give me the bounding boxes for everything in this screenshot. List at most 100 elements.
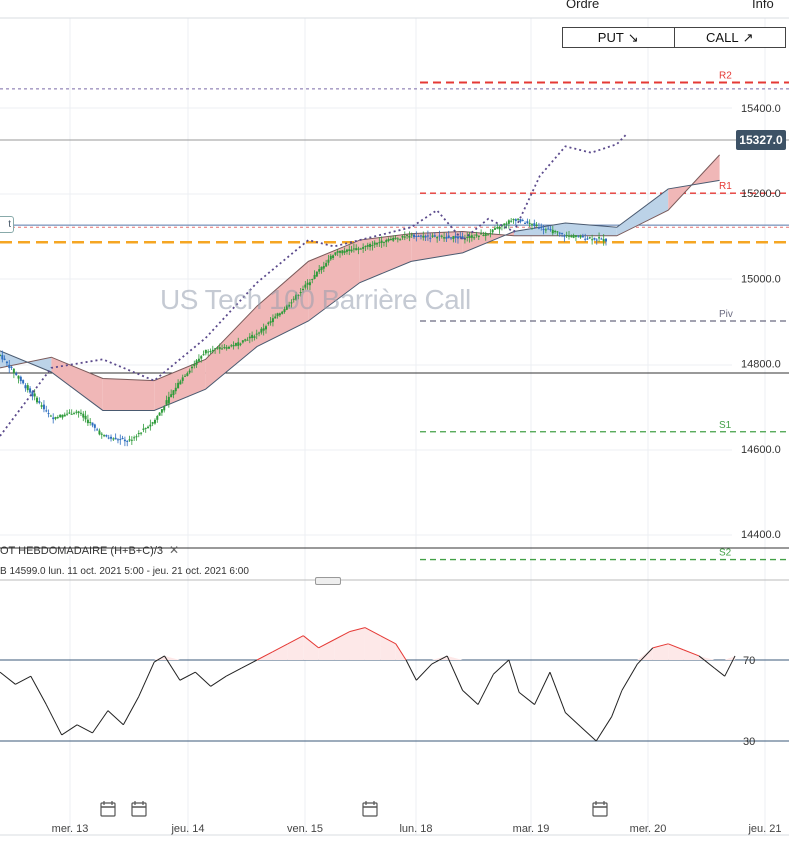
candle-body [248, 336, 251, 339]
rsi-overbought-fill [431, 655, 448, 660]
candle-body [496, 227, 499, 229]
candle-body [537, 227, 540, 229]
close-icon[interactable]: ✕ [169, 543, 180, 557]
cloud-segment [616, 188, 669, 236]
candle-body [345, 249, 348, 252]
left-edge-tab[interactable]: t [0, 216, 14, 233]
candle-body [350, 249, 353, 252]
calendar-icon[interactable] [100, 801, 116, 817]
price-tick-label: 14400.0 [741, 529, 781, 541]
candle-body [223, 347, 226, 349]
candle-body [59, 414, 62, 418]
candle-body [413, 234, 416, 238]
rsi-segment [107, 710, 124, 726]
candle-body [54, 417, 57, 419]
rsi-segment [446, 655, 464, 691]
candle-body [540, 226, 543, 229]
time-tick-label: lun. 18 [399, 823, 432, 835]
candle-body [82, 413, 85, 418]
candle-body [385, 240, 388, 243]
rsi-segment [194, 671, 212, 687]
candle-body [577, 235, 580, 237]
call-label: CALL [706, 30, 739, 45]
candle-body [376, 243, 379, 245]
rsi-segment [668, 643, 684, 651]
menu-order[interactable]: Ordre [566, 0, 600, 11]
cloud-segment [102, 378, 155, 411]
candle-body [302, 288, 305, 290]
candle-body [77, 411, 80, 414]
candle-body [133, 437, 136, 439]
candle-body [100, 433, 103, 435]
candle-body [456, 236, 459, 239]
rsi-segment [395, 643, 407, 661]
candle-body [318, 269, 321, 272]
candle-body [63, 414, 66, 417]
calendar-icon[interactable] [131, 801, 147, 817]
candle-body [387, 239, 390, 241]
candle-body [364, 246, 367, 248]
chikou-span [0, 132, 628, 437]
rsi-tick-label: 70 [743, 655, 755, 667]
candle-body [33, 393, 36, 397]
cloud-segment [308, 240, 360, 321]
time-tick-label: mer. 13 [52, 823, 89, 835]
put-button[interactable]: PUT ↘ [563, 28, 674, 47]
rsi-segment [415, 663, 433, 681]
candle-body [297, 294, 300, 297]
candle-body [443, 237, 446, 239]
candle-body [197, 358, 200, 362]
rsi-overbought-fill [318, 639, 335, 660]
candle-body [477, 235, 480, 238]
rsi-segment [683, 649, 700, 657]
candle-body [459, 236, 462, 238]
candle-body [200, 356, 203, 359]
time-tick-label: mer. 20 [630, 823, 667, 835]
pane-resize-handle[interactable] [315, 577, 341, 585]
time-axis: mer. 13 jeu. 14 ven. 15 lun. 18 mar. 19 mer. … [52, 801, 782, 835]
calendar-icon[interactable] [362, 801, 378, 817]
candle-body [429, 237, 432, 239]
candle-body [410, 234, 413, 236]
calendar-frame [100, 802, 116, 817]
candle-body [239, 343, 242, 345]
rsi-segment [508, 659, 520, 693]
time-tick-label: jeu. 14 [170, 823, 204, 835]
candle-body [186, 373, 189, 376]
menu-info[interactable]: Info [752, 0, 774, 11]
candle-body [135, 436, 138, 438]
candle-body [274, 316, 277, 319]
candle-body [96, 429, 99, 431]
call-button[interactable]: CALL ↗ [673, 28, 786, 47]
candle-body [475, 234, 478, 236]
candle-body [359, 248, 362, 250]
calendar-icon[interactable] [592, 801, 608, 817]
candle-body [241, 340, 244, 343]
candle-body [1, 355, 4, 360]
candle-body [156, 416, 159, 420]
candle-body [426, 235, 429, 237]
candle-body [514, 219, 517, 222]
candle-body [433, 235, 436, 237]
candle-body [8, 364, 11, 369]
candle-body [209, 351, 212, 353]
rsi-segment [179, 671, 196, 681]
candle-body [66, 413, 69, 415]
candle-body [584, 238, 587, 240]
candle-body [184, 375, 187, 377]
candle-body [163, 406, 166, 411]
rsi-panel: 70 30 [0, 627, 789, 748]
time-tick-label: jeu. 21 [747, 823, 781, 835]
candle-body [399, 239, 402, 241]
rsi-segment [15, 675, 32, 685]
candle-body [452, 236, 455, 239]
candle-body [311, 278, 314, 280]
candle-body [24, 385, 27, 389]
rsi-segment [256, 651, 273, 661]
rsi-segment [462, 690, 479, 705]
candle-body [61, 414, 64, 418]
candle-body [98, 430, 101, 435]
cloud-segment [154, 359, 206, 411]
candle-body [362, 246, 365, 249]
